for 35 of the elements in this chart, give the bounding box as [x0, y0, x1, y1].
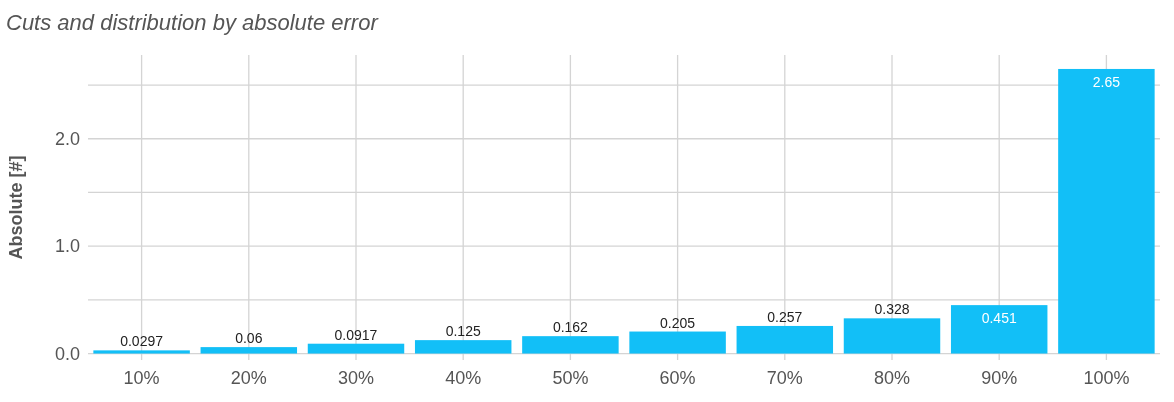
x-tick-label: 60%: [659, 368, 696, 388]
x-tick-label: 40%: [445, 368, 482, 388]
y-tick-label: 2.0: [54, 129, 80, 150]
data-label: 0.451: [981, 310, 1017, 327]
data-label: 0.257: [767, 308, 803, 325]
x-tick-label: 20%: [230, 368, 267, 388]
y-tick-label: 1.0: [54, 236, 80, 257]
data-label: 0.328: [874, 301, 910, 318]
x-tick-label: 70%: [766, 368, 803, 388]
data-label: 2.65: [1092, 73, 1121, 90]
y-tick-label: 0.0: [54, 343, 80, 364]
x-tick-label: 80%: [873, 368, 911, 388]
data-label: 0.0297: [120, 333, 164, 350]
y-axis-title: Absolute [#]: [6, 155, 26, 260]
bar: [629, 331, 726, 354]
bar: [307, 343, 405, 354]
bar: [93, 350, 190, 354]
bar: [950, 305, 1048, 354]
x-tick-label: 10%: [123, 368, 160, 388]
data-label: 0.06: [235, 330, 263, 347]
data-label: 0.162: [552, 319, 589, 336]
x-tick-label: 50%: [552, 368, 589, 388]
bar: [736, 325, 834, 354]
bar: [843, 318, 941, 354]
x-tick-label: 30%: [337, 368, 375, 388]
data-label: 0.0917: [334, 326, 378, 343]
bar: [522, 336, 619, 354]
x-tick-label: 100%: [1083, 368, 1130, 388]
chart-title: Cuts and distribution by absolute error: [6, 10, 380, 35]
bar: [1058, 68, 1155, 354]
x-tick-label: 90%: [981, 368, 1018, 388]
bar: [200, 347, 298, 354]
data-label: 0.205: [660, 314, 696, 331]
bar: [414, 340, 512, 354]
data-label: 0.125: [445, 323, 481, 340]
